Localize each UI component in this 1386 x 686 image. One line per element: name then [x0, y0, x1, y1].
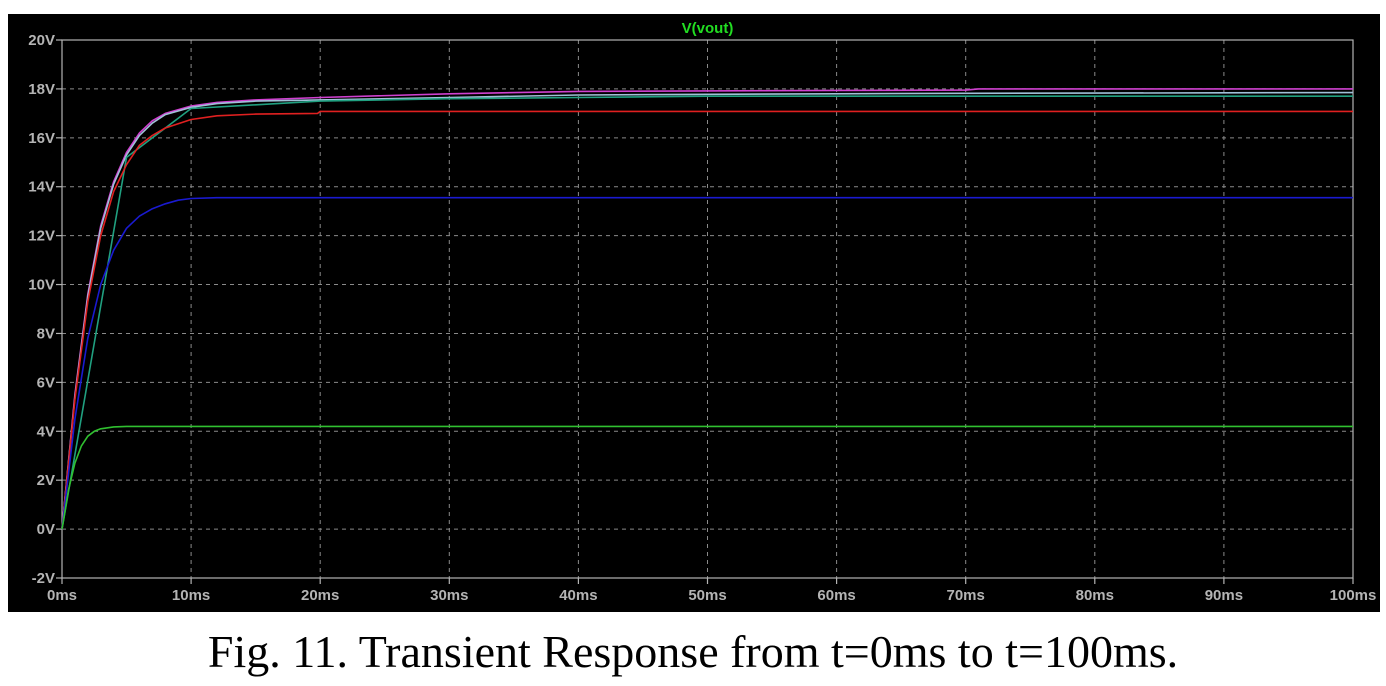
axes: -2V 0V 2V 4V 6V 8V 10V 12V 14V 16V 18V 20V 0ms 10ms 20…: [28, 32, 1376, 604]
y-tick-label: 4V: [37, 423, 55, 440]
y-tick-label: 8V: [37, 325, 55, 342]
y-tick-label: 14V: [28, 179, 55, 196]
x-tick-label: 40ms: [559, 587, 597, 604]
x-tick-label: 90ms: [1205, 587, 1243, 604]
x-tick-label: 70ms: [947, 587, 985, 604]
y-tick-label: 10V: [28, 277, 55, 294]
waveform-plot-panel: -2V 0V 2V 4V 6V 8V 10V 12V 14V 16V 18V 20V 0ms 10ms 20…: [8, 14, 1380, 612]
y-tick-label: 16V: [28, 130, 55, 147]
series-line: [61, 110, 1353, 530]
series-line: [61, 196, 1353, 530]
x-tick-label: 10ms: [172, 587, 210, 604]
grid-lines: [62, 40, 1353, 578]
y-tick-label: 18V: [28, 81, 55, 98]
x-tick-label: 60ms: [817, 587, 855, 604]
figure-caption: Fig. 11. Transient Response from t=0ms t…: [207, 626, 1179, 677]
y-tick-label: 0V: [37, 521, 55, 538]
x-tick-label: 20ms: [301, 587, 339, 604]
series-traces: [61, 88, 1354, 530]
series-line: [61, 91, 1354, 530]
y-tick-label: -2V: [32, 570, 55, 587]
x-tick-label: 50ms: [688, 587, 726, 604]
x-tick-label: 100ms: [1330, 587, 1377, 604]
x-tick-label: 0ms: [47, 587, 77, 604]
y-tick-label: 6V: [37, 374, 55, 391]
y-tick-label: 20V: [28, 32, 55, 49]
x-tick-label: 30ms: [430, 587, 468, 604]
waveform-chart: -2V 0V 2V 4V 6V 8V 10V 12V 14V 16V 18V 20V 0ms 10ms 20…: [28, 20, 1376, 604]
y-tick-label: 12V: [28, 228, 55, 245]
series-line: [61, 425, 1353, 530]
y-tick-label: 2V: [37, 472, 55, 489]
chart-title: V(vout): [682, 20, 734, 37]
x-tick-label: 80ms: [1076, 587, 1114, 604]
series-line: [61, 95, 1353, 530]
